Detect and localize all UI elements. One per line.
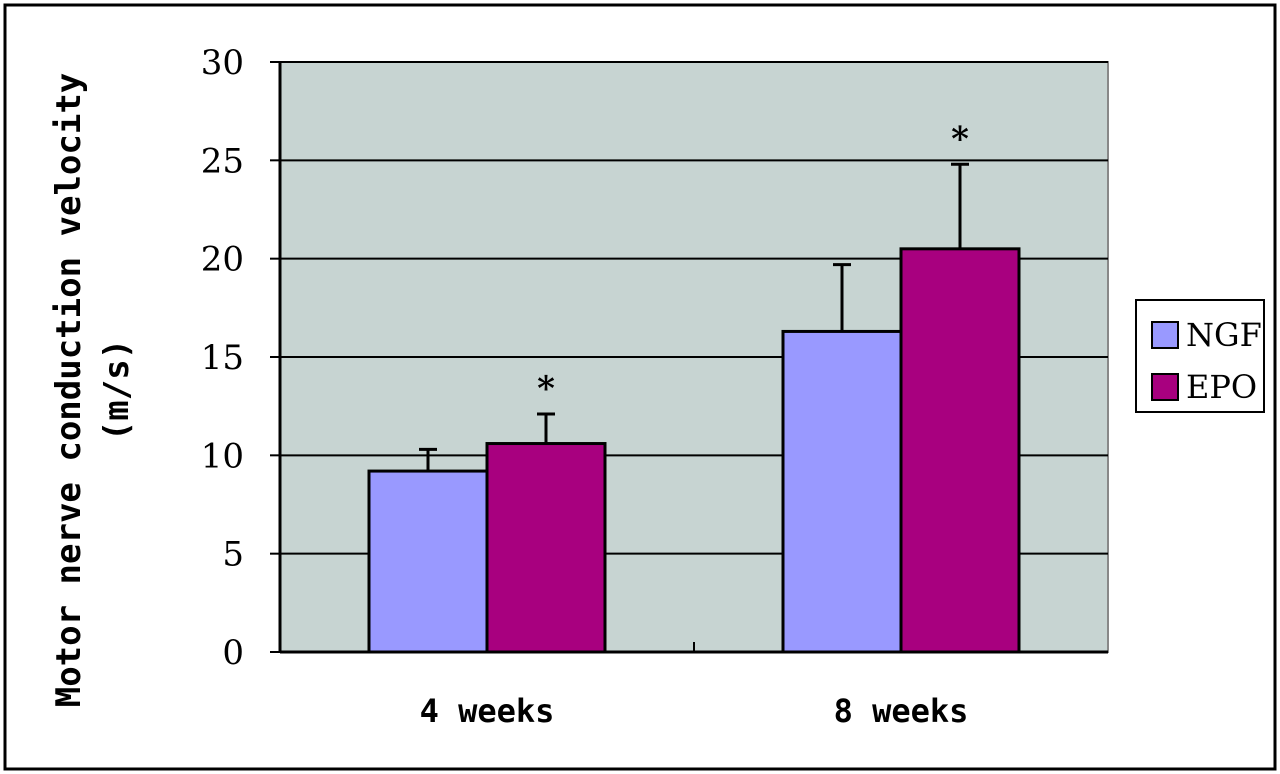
y-tick-label: 20 bbox=[201, 240, 244, 280]
x-category-label: 8 weeks bbox=[834, 692, 969, 730]
y-axis-title-line-2: (m/s) bbox=[97, 339, 137, 441]
y-tick-label: 25 bbox=[201, 141, 244, 181]
y-tick-label: 0 bbox=[222, 633, 244, 673]
y-tick-label: 5 bbox=[222, 535, 244, 575]
legend-label-epo: EPO bbox=[1186, 368, 1257, 406]
significance-mark: * bbox=[537, 369, 555, 409]
x-category-labels: 4 weeks 8 weeks bbox=[420, 692, 969, 730]
y-tick-labels: 0 5 10 15 20 25 30 bbox=[201, 43, 244, 673]
significance-mark: * bbox=[951, 119, 969, 159]
y-tick-label: 15 bbox=[201, 338, 244, 378]
x-category-label: 4 weeks bbox=[420, 692, 555, 730]
bar-epo bbox=[899, 247, 1021, 654]
legend: NGF EPO bbox=[1135, 299, 1265, 413]
y-tick-label: 30 bbox=[201, 43, 244, 83]
bar-ngf bbox=[781, 329, 903, 654]
legend-swatch-ngf bbox=[1151, 321, 1179, 349]
bars: ** bbox=[367, 119, 1021, 654]
bar-ngf bbox=[367, 469, 489, 654]
axes bbox=[278, 62, 1108, 654]
bar-epo bbox=[485, 442, 607, 654]
y-tick-label: 10 bbox=[201, 436, 244, 476]
y-axis-title: Motor nerve conduction velocity (m/s) bbox=[49, 73, 137, 708]
y-axis-title-line-1: Motor nerve conduction velocity bbox=[49, 73, 89, 708]
legend-swatch-epo bbox=[1151, 373, 1179, 401]
legend-label-ngf: NGF bbox=[1186, 316, 1262, 354]
